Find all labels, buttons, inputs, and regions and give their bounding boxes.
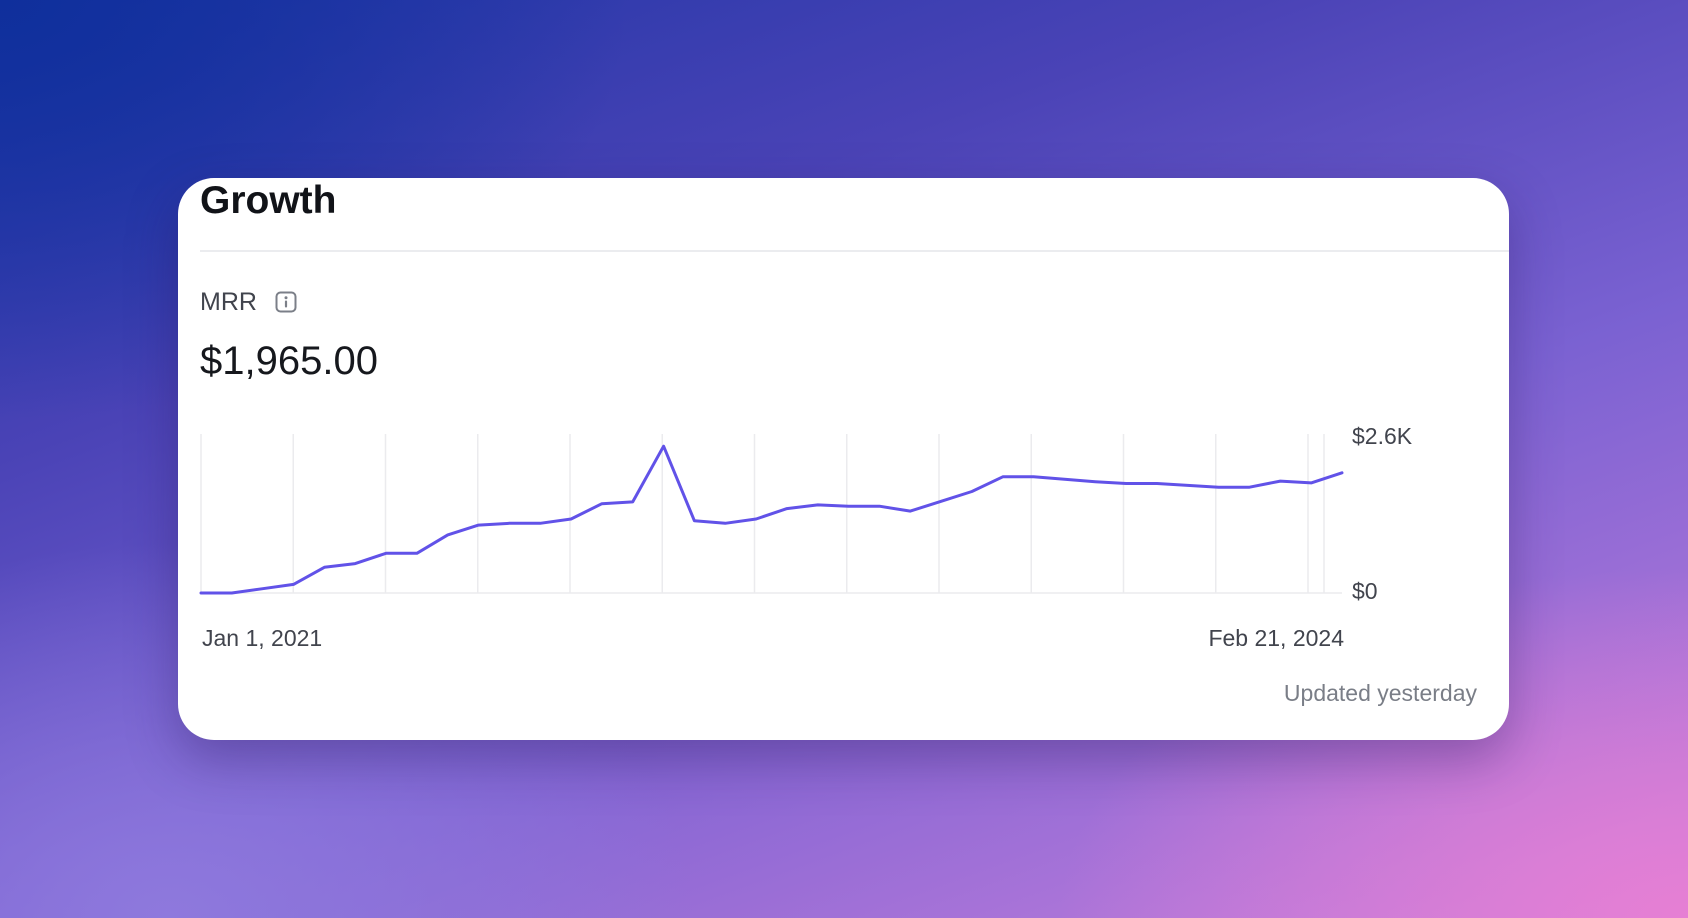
metric-value: $1,965.00 (200, 339, 378, 383)
x-axis-end-label: Feb 21, 2024 (1208, 625, 1344, 651)
series-line-mrr (199, 444, 1344, 595)
mrr-line-chart: $0 $2.6K (199, 426, 1413, 604)
metric-header: MRR (200, 286, 297, 318)
metric-label: MRR (200, 288, 257, 316)
card-title: Growth (200, 179, 337, 222)
updated-text: Updated yesterday (1283, 680, 1477, 706)
y-tick-label: $2.6K (1352, 426, 1413, 449)
y-tick-label: $0 (1352, 578, 1378, 604)
x-axis-start-label: Jan 1, 2021 (202, 625, 323, 651)
info-icon[interactable] (275, 291, 297, 313)
growth-card: Growth MRR $1,965.00 $0 $2.6K Jan 1, 2021… (178, 178, 1509, 740)
divider (200, 250, 1509, 252)
